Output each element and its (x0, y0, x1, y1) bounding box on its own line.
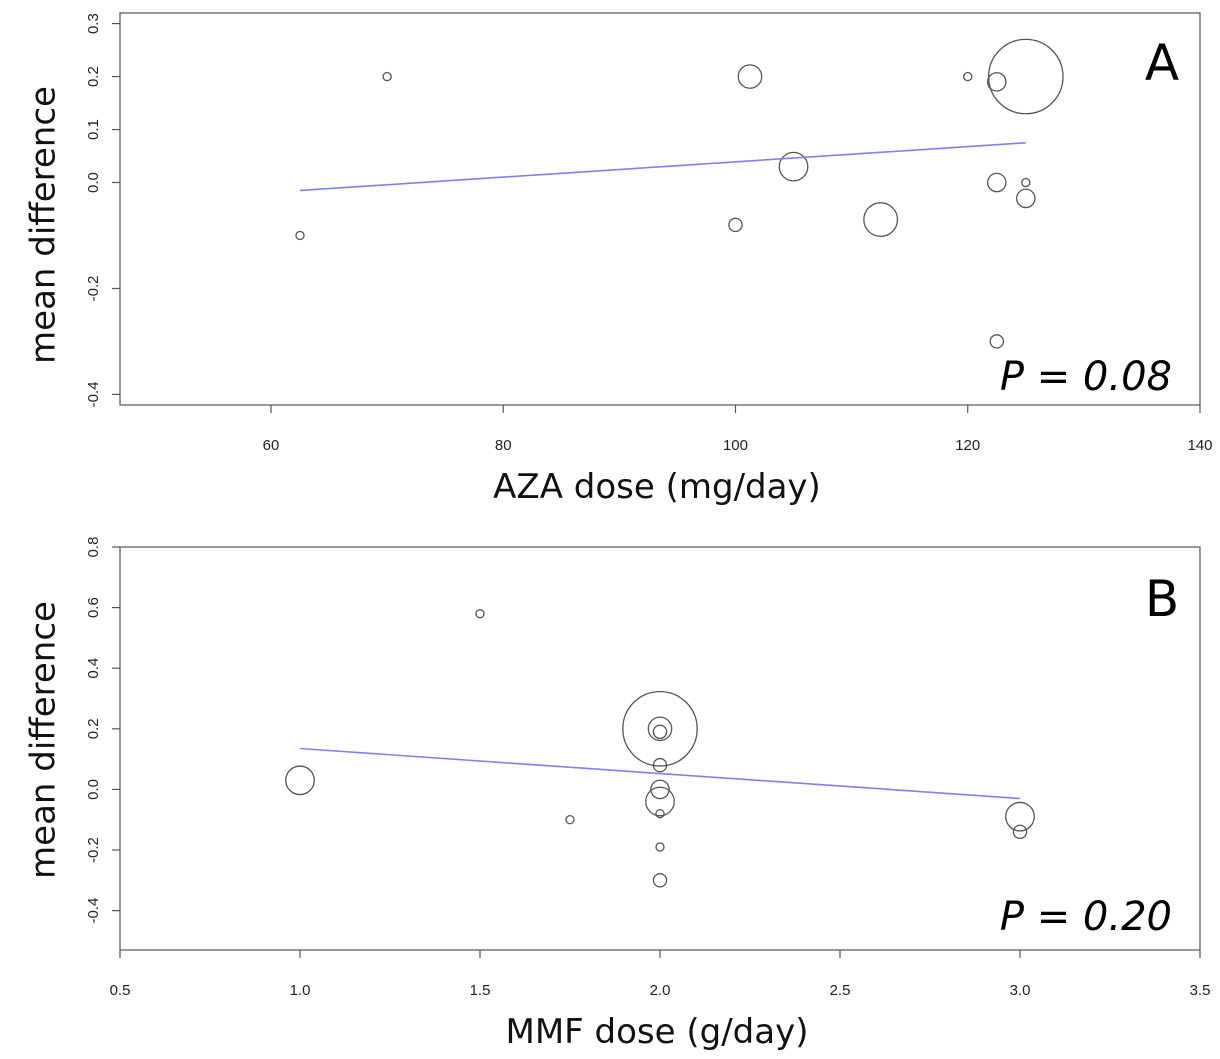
data-point (647, 716, 673, 742)
y-tick-label: 0.2 (85, 66, 102, 87)
data-point (1016, 188, 1036, 209)
data-point (986, 172, 1007, 193)
y-axis-label-b: mean difference (24, 601, 64, 879)
data-point (295, 230, 305, 241)
data-point (737, 64, 763, 89)
data-point (652, 724, 668, 740)
data-point (645, 786, 675, 817)
data-point (989, 334, 1005, 349)
y-tick-label: 0.2 (85, 718, 102, 739)
p-value-b: P = 0.20 (1000, 894, 1172, 940)
y-tick-label: 0.6 (85, 597, 102, 618)
data-point (382, 71, 392, 82)
data-point (655, 808, 665, 819)
x-tick-label: 80 (495, 437, 512, 454)
y-tick-label: 0.1 (85, 119, 102, 140)
data-point (1012, 824, 1028, 840)
data-point (655, 842, 665, 852)
x-axis-label-a: AZA dose (mg/day) (493, 467, 821, 507)
x-tick-label: 60 (263, 437, 280, 454)
plot-frame-a (119, 12, 1201, 406)
x-tick-label: 3.0 (1010, 982, 1031, 999)
data-point (650, 779, 670, 800)
x-tick-label: 2.5 (830, 982, 851, 999)
y-axis-label-a: mean difference (24, 86, 64, 364)
points-b (285, 608, 1035, 888)
data-point (728, 217, 743, 233)
y-axis-a: -0.4 -0.2 0.0 0.1 0.2 0.3 (85, 13, 120, 407)
x-tick-label: 120 (955, 437, 980, 454)
y-tick-label: -0.2 (85, 837, 102, 863)
y-tick-label: 0.0 (85, 779, 102, 800)
data-point (963, 71, 973, 82)
x-tick-label: 0.5 (110, 982, 131, 999)
x-axis-b: 0.5 1.0 1.5 2.0 2.5 3.0 3.5 (110, 950, 1211, 999)
data-point (285, 765, 315, 796)
data-point (987, 38, 1064, 115)
panel-label-a: A (1145, 34, 1179, 92)
y-tick-label: 0.4 (85, 658, 102, 679)
plot-frame-b (119, 546, 1201, 951)
data-point (986, 72, 1007, 92)
data-point (1021, 177, 1031, 188)
data-point (622, 690, 698, 767)
data-point (565, 815, 575, 825)
y-tick-label: -0.2 (85, 276, 102, 302)
data-point (778, 151, 809, 182)
y-tick-label: 0.3 (85, 13, 102, 34)
y-axis-b: -0.4 -0.2 0.0 0.2 0.4 0.6 0.8 (85, 537, 120, 924)
y-tick-label: 0.8 (85, 537, 102, 558)
data-point (475, 608, 485, 619)
data-point (1005, 801, 1035, 832)
x-tick-label: 140 (1187, 437, 1212, 454)
y-tick-label: -0.4 (85, 381, 102, 407)
x-tick-label: 1.5 (470, 982, 491, 999)
p-value-a: P = 0.08 (1000, 354, 1172, 400)
x-tick-label: 100 (723, 437, 748, 454)
x-tick-label: 2.0 (650, 982, 671, 999)
regression-line-a (299, 141, 1026, 192)
x-tick-label: 3.5 (1190, 982, 1211, 999)
panel-b: -0.4 -0.2 0.0 0.2 0.4 0.6 0.8 0.5 1.0 1.5 2.0 2.5 3… (24, 537, 1211, 1052)
regression-line-b (299, 747, 1021, 800)
data-point (863, 202, 899, 238)
data-point (652, 757, 668, 773)
x-tick-label: 1.0 (290, 982, 311, 999)
points-a (295, 38, 1064, 349)
x-axis-a: 60 80 100 120 140 (263, 405, 1213, 454)
panel-a: -0.4 -0.2 0.0 0.1 0.2 0.3 60 80 100 120 140 A P =… (24, 12, 1213, 507)
data-point (652, 873, 668, 888)
x-axis-label-b: MMF dose (g/day) (506, 1012, 809, 1052)
y-tick-label: -0.4 (85, 898, 102, 924)
panel-label-b: B (1145, 570, 1179, 628)
y-tick-label: 0.0 (85, 172, 102, 193)
